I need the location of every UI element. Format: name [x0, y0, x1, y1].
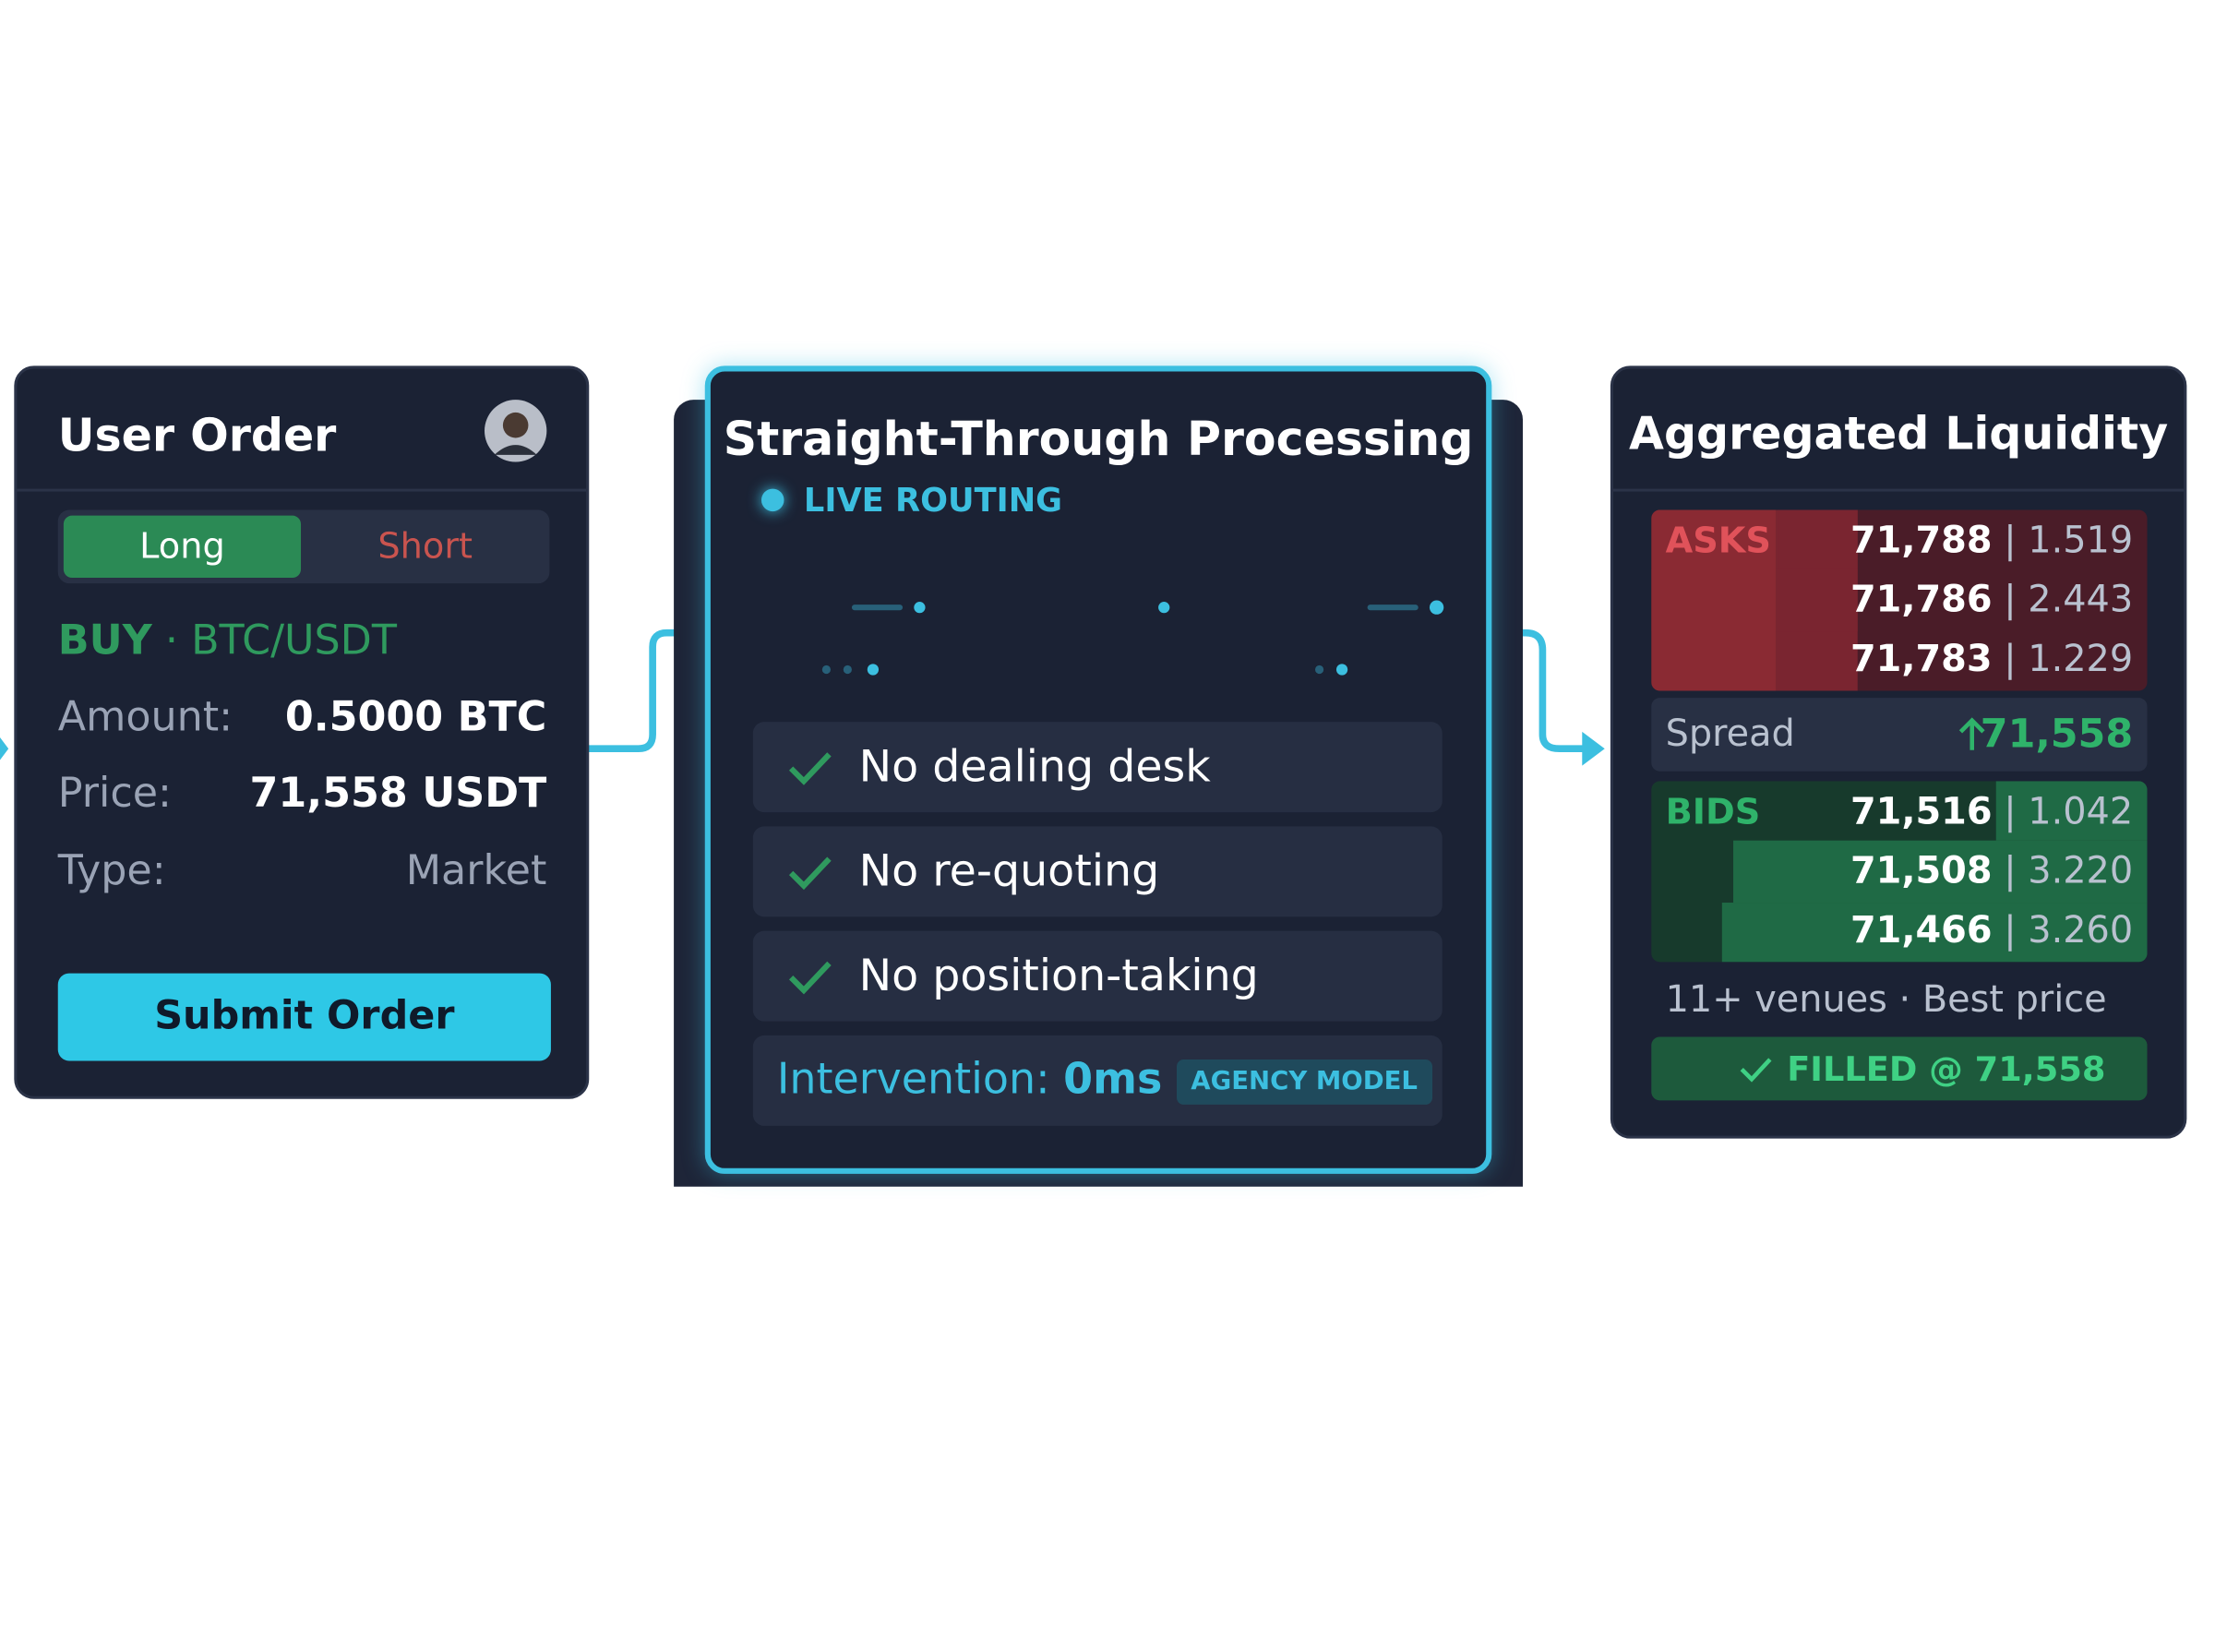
asks-block: ASKS 71,788 | 1.519 71,786 | 2.443 71,78… [1651, 509, 2148, 691]
ask-row: 71,788 | 1.519 [1850, 520, 2134, 563]
price: 71,508 [1850, 850, 1993, 893]
edge-arrow [0, 736, 9, 760]
depth-bar [1733, 840, 2148, 904]
filled-text: FILLED @ 71,558 [1787, 1049, 2106, 1090]
feature: No position-taking [858, 951, 1259, 1002]
asks-label: ASKS [1665, 520, 1771, 561]
status: LIVE ROUTING [803, 483, 1063, 521]
ask-row: 71,786 | 2.443 [1850, 579, 2134, 622]
routing-dots [821, 600, 1444, 676]
side: BUY [57, 616, 152, 664]
check [788, 752, 832, 785]
size: 2.443 [2028, 579, 2134, 622]
bids-block: BIDS 71,516 | 1.042 71,508 | 3.220 71,46… [1651, 781, 2148, 963]
size: 3.260 [2028, 909, 2134, 952]
spread-value: 71,558 [1980, 710, 2134, 758]
depth-bar [1651, 509, 1776, 691]
field-value: 71,558 USDT [249, 768, 547, 817]
card-title: Straight-Through Processing [723, 411, 1474, 467]
divider [17, 488, 587, 492]
feature-row: No position-taking [752, 930, 1443, 1022]
badge: AGENCY MODEL [1176, 1059, 1432, 1105]
liquidity-card: Aggregated Liquidity ASKS 71,788 | 1.519… [1610, 365, 2187, 1139]
price: 71,466 [1850, 909, 1993, 952]
intervention: Intervention: 0ms [777, 1059, 1162, 1102]
field-label: Price: [57, 768, 172, 817]
size: 3.220 [2028, 850, 2134, 893]
price: 71,788 [1850, 520, 1993, 563]
route-arrow [1582, 731, 1605, 766]
size: 1.229 [2028, 638, 2134, 681]
divider [1612, 488, 2185, 492]
footer: 11+ venues · Best price [1665, 978, 2107, 1022]
avatar [484, 400, 547, 462]
ask-row: 71,783 | 1.229 [1850, 638, 2134, 681]
live-dot [760, 488, 784, 512]
tab-long[interactable]: Long [63, 515, 302, 579]
pair-line: BUY · BTC/USDT [58, 619, 397, 661]
processing-card: Straight-Through Processing LIVE ROUTING… [704, 365, 1492, 1174]
depth-bar [1995, 781, 2148, 841]
card-title: User Order [57, 408, 337, 462]
side-toggle: Long Short [57, 509, 550, 584]
bids-label: BIDS [1665, 791, 1761, 832]
field-value: Market [405, 845, 547, 894]
check [1740, 1058, 1772, 1083]
up-arrow [1958, 717, 1985, 750]
spread-row: Spread 71,558 [1651, 698, 2148, 772]
pair: · BTC/USDT [164, 616, 397, 664]
feature-row: No dealing desk [752, 722, 1443, 813]
depth-bar [1778, 509, 1858, 569]
check [788, 856, 832, 891]
feature: No dealing desk [858, 741, 1211, 793]
field-label: Type: [57, 845, 166, 894]
submit-button[interactable]: Submit Order [57, 973, 551, 1061]
intervention-row: Intervention: 0ms AGENCY MODEL [752, 1035, 1443, 1126]
bid-row: 71,508 | 3.220 [1850, 850, 2134, 893]
user-order-card: User Order Long Short BUY · BTC/USDT Amo… [14, 365, 590, 1099]
bid-row: 71,516 | 1.042 [1850, 791, 2134, 834]
bid-row: 71,466 | 3.260 [1850, 909, 2134, 952]
filled-banner: FILLED @ 71,558 [1651, 1036, 2148, 1101]
intervention-value: 0ms [1063, 1055, 1163, 1105]
feature: No re-quoting [858, 845, 1160, 897]
price: 71,783 [1850, 638, 1993, 681]
size: 1.519 [2028, 520, 2134, 563]
price: 71,516 [1850, 791, 1993, 834]
price: 71,786 [1850, 579, 1993, 622]
tab-short[interactable]: Short [377, 525, 473, 567]
card-title: Aggregated Liquidity [1629, 406, 2169, 461]
size: 1.042 [2028, 791, 2134, 834]
intervention-label: Intervention: [776, 1055, 1050, 1105]
check [788, 961, 832, 995]
depth-bar [1721, 903, 2148, 963]
feature-row: No re-quoting [752, 826, 1443, 917]
field-label: Amount: [57, 691, 233, 741]
field-value: 0.5000 BTC [284, 691, 547, 741]
spread-label: Spread [1665, 712, 1795, 756]
